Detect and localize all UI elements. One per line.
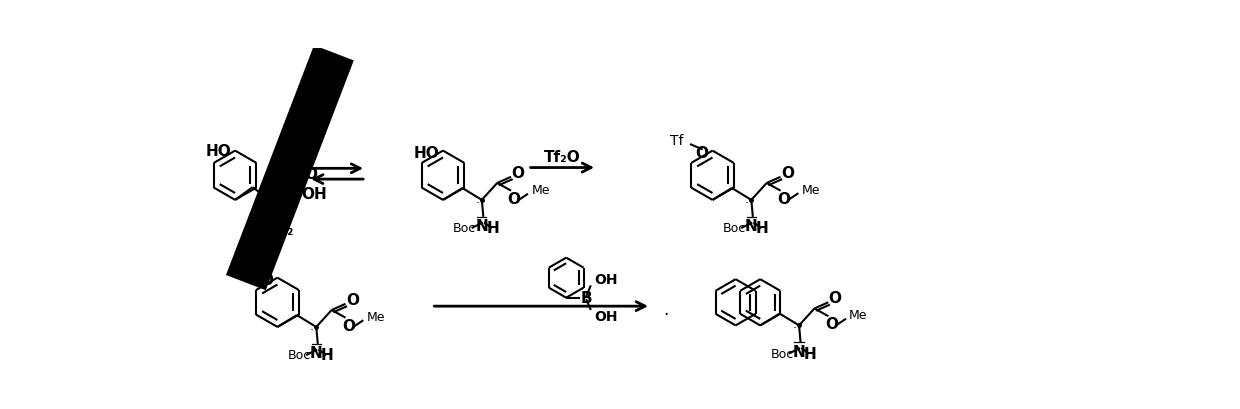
Text: O: O — [825, 317, 838, 332]
Text: ·: · — [265, 197, 269, 210]
Text: H: H — [755, 220, 769, 236]
Text: Tf: Tf — [234, 260, 248, 274]
Text: O: O — [696, 146, 708, 161]
Text: Me: Me — [849, 308, 868, 321]
Text: B: B — [580, 290, 591, 306]
Text: Me: Me — [532, 183, 551, 196]
Text: ·: · — [475, 196, 479, 209]
Text: O: O — [828, 290, 842, 306]
Text: O: O — [260, 273, 274, 288]
Text: Me: Me — [366, 310, 384, 323]
Text: N: N — [745, 219, 758, 234]
Text: Boc: Boc — [288, 348, 311, 361]
Text: HO: HO — [206, 144, 231, 159]
Text: OH: OH — [301, 187, 327, 202]
Text: N: N — [310, 346, 322, 361]
Text: N: N — [792, 344, 806, 359]
Text: OH: OH — [594, 272, 618, 286]
Text: O: O — [781, 165, 794, 180]
Text: Boc: Boc — [770, 347, 794, 360]
Text: Me: Me — [801, 183, 820, 196]
Text: ·: · — [745, 196, 749, 209]
Text: Boc: Boc — [454, 222, 476, 234]
Text: O: O — [346, 292, 358, 307]
Text: NH₂: NH₂ — [265, 223, 294, 237]
Text: ·: · — [255, 200, 262, 219]
Text: Boc: Boc — [723, 222, 746, 234]
Text: ·: · — [792, 321, 796, 335]
Text: ·: · — [310, 323, 314, 336]
Text: O: O — [342, 318, 355, 333]
Text: O: O — [511, 165, 525, 180]
Text: Tf₂O: Tf₂O — [544, 150, 580, 165]
Text: H: H — [804, 346, 816, 361]
Text: Tf: Tf — [670, 133, 683, 148]
Text: OH: OH — [594, 309, 618, 324]
Text: ·: · — [663, 305, 668, 323]
Text: H: H — [486, 220, 498, 236]
Text: O: O — [507, 191, 521, 207]
Text: H: H — [321, 347, 334, 362]
Text: O: O — [304, 167, 317, 182]
Text: O: O — [777, 191, 790, 207]
Text: HO: HO — [413, 146, 439, 161]
Text: N: N — [475, 219, 489, 234]
